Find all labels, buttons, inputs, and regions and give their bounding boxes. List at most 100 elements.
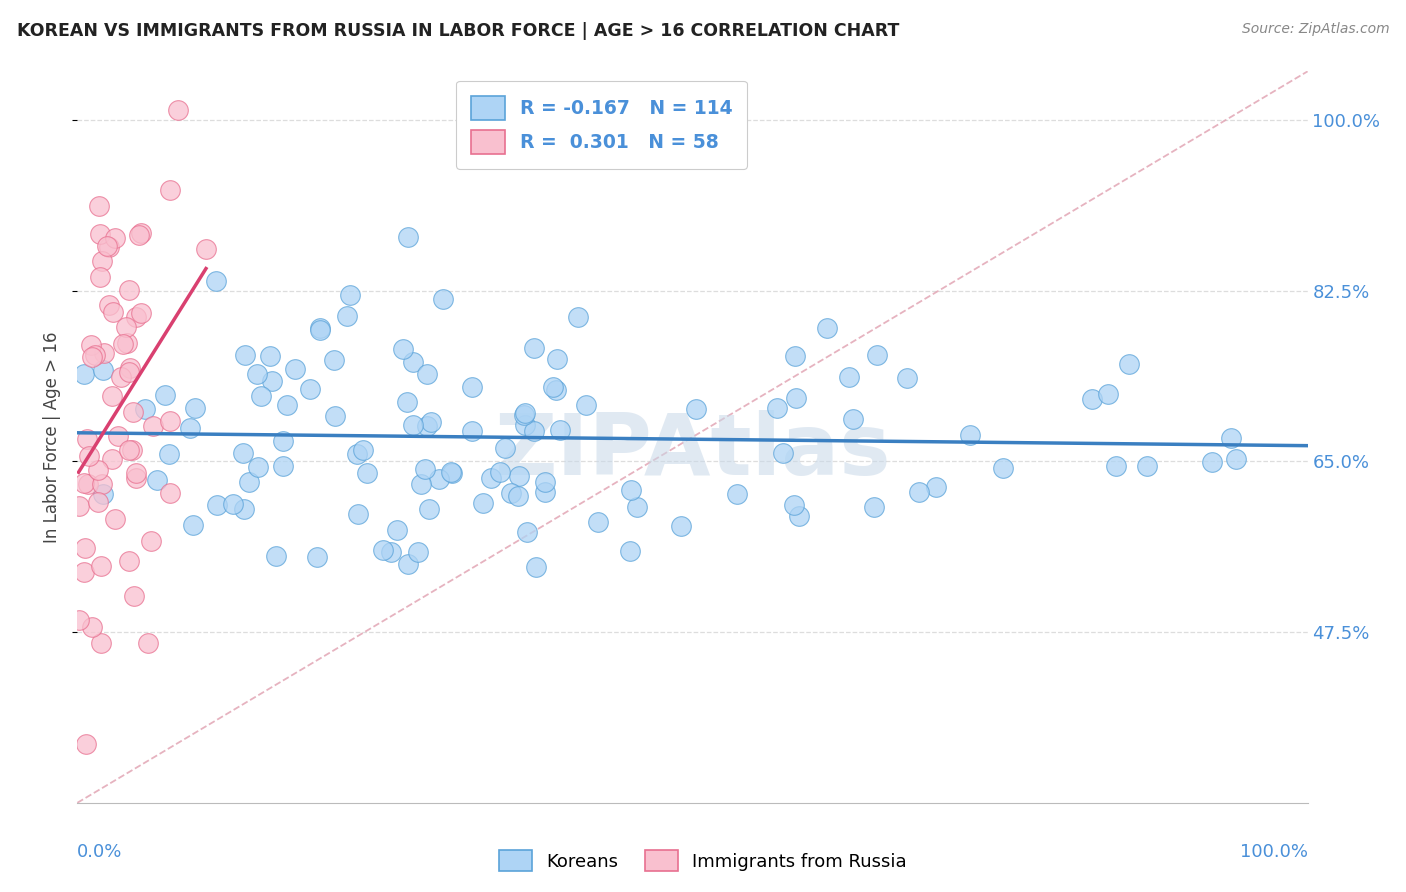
Point <box>110 370 132 384</box>
Point <box>128 228 150 243</box>
Point <box>125 466 148 480</box>
Point <box>271 434 294 448</box>
Point <box>1220 431 1243 445</box>
Point <box>543 380 565 394</box>
Point <box>118 365 141 379</box>
Point <box>432 292 454 306</box>
Point <box>841 411 863 425</box>
Point <box>271 459 294 474</box>
Point <box>97 240 120 254</box>
Point <box>157 447 180 461</box>
Point <box>284 362 307 376</box>
Point <box>461 379 484 393</box>
Point <box>276 398 298 412</box>
Point <box>98 298 121 312</box>
Point <box>787 509 810 524</box>
Point <box>136 636 159 650</box>
Point <box>420 416 443 430</box>
Point <box>1081 392 1104 406</box>
Point <box>204 275 226 289</box>
Point <box>416 419 439 434</box>
Point <box>125 471 148 485</box>
Point <box>222 497 245 511</box>
Y-axis label: In Labor Force | Age > 16: In Labor Force | Age > 16 <box>44 331 62 543</box>
Point <box>508 469 530 483</box>
Point <box>371 542 394 557</box>
Point <box>115 319 138 334</box>
Point <box>104 512 127 526</box>
Point <box>772 446 794 460</box>
Point <box>785 391 807 405</box>
Point <box>233 348 256 362</box>
Point <box>90 636 112 650</box>
Point <box>516 525 538 540</box>
Point <box>80 620 103 634</box>
Point <box>356 466 378 480</box>
Point <box>75 737 97 751</box>
Point <box>392 342 415 356</box>
Point <box>347 507 370 521</box>
Text: Source: ZipAtlas.com: Source: ZipAtlas.com <box>1241 22 1389 37</box>
Point <box>91 363 114 377</box>
Point <box>308 322 330 336</box>
Point <box>499 486 522 500</box>
Point <box>107 429 129 443</box>
Point <box>73 541 96 555</box>
Point <box>866 348 889 362</box>
Point <box>415 367 437 381</box>
Point <box>523 425 546 439</box>
Point <box>725 487 748 501</box>
Point <box>959 428 981 442</box>
Point <box>134 402 156 417</box>
Point <box>89 227 111 242</box>
Point <box>167 103 190 118</box>
Point <box>184 401 207 416</box>
Point <box>260 374 283 388</box>
Point <box>87 463 110 477</box>
Point <box>179 421 201 435</box>
Point <box>117 442 139 457</box>
Point <box>325 409 347 424</box>
Point <box>139 533 162 548</box>
Point <box>396 557 419 571</box>
Point <box>155 388 177 402</box>
Point <box>194 242 217 256</box>
Point <box>380 545 402 559</box>
Point <box>907 484 929 499</box>
Point <box>246 460 269 475</box>
Point <box>479 471 502 485</box>
Point <box>246 367 269 381</box>
Point <box>259 349 281 363</box>
Point <box>80 350 103 364</box>
Point <box>308 321 330 335</box>
Point <box>77 449 100 463</box>
Point <box>838 370 860 384</box>
Point <box>567 310 589 325</box>
Point <box>90 477 112 491</box>
Point <box>588 515 610 529</box>
Point <box>461 425 484 439</box>
Point <box>181 517 204 532</box>
Point <box>84 348 107 362</box>
Point <box>396 229 419 244</box>
Point <box>238 475 260 489</box>
Point <box>991 460 1014 475</box>
Point <box>336 309 359 323</box>
Point <box>508 489 530 503</box>
Point <box>513 417 536 432</box>
Point <box>339 288 361 302</box>
Point <box>298 382 321 396</box>
Point <box>67 613 90 627</box>
Point <box>494 442 516 456</box>
Point <box>129 226 152 240</box>
Point <box>534 484 557 499</box>
Point <box>925 481 948 495</box>
Point <box>115 335 138 350</box>
Point <box>1201 455 1223 469</box>
Point <box>534 475 557 490</box>
Text: ZIPAtlas: ZIPAtlas <box>494 410 891 493</box>
Point <box>205 498 228 512</box>
Point <box>122 405 145 419</box>
Point <box>862 500 884 514</box>
Point <box>96 239 118 253</box>
